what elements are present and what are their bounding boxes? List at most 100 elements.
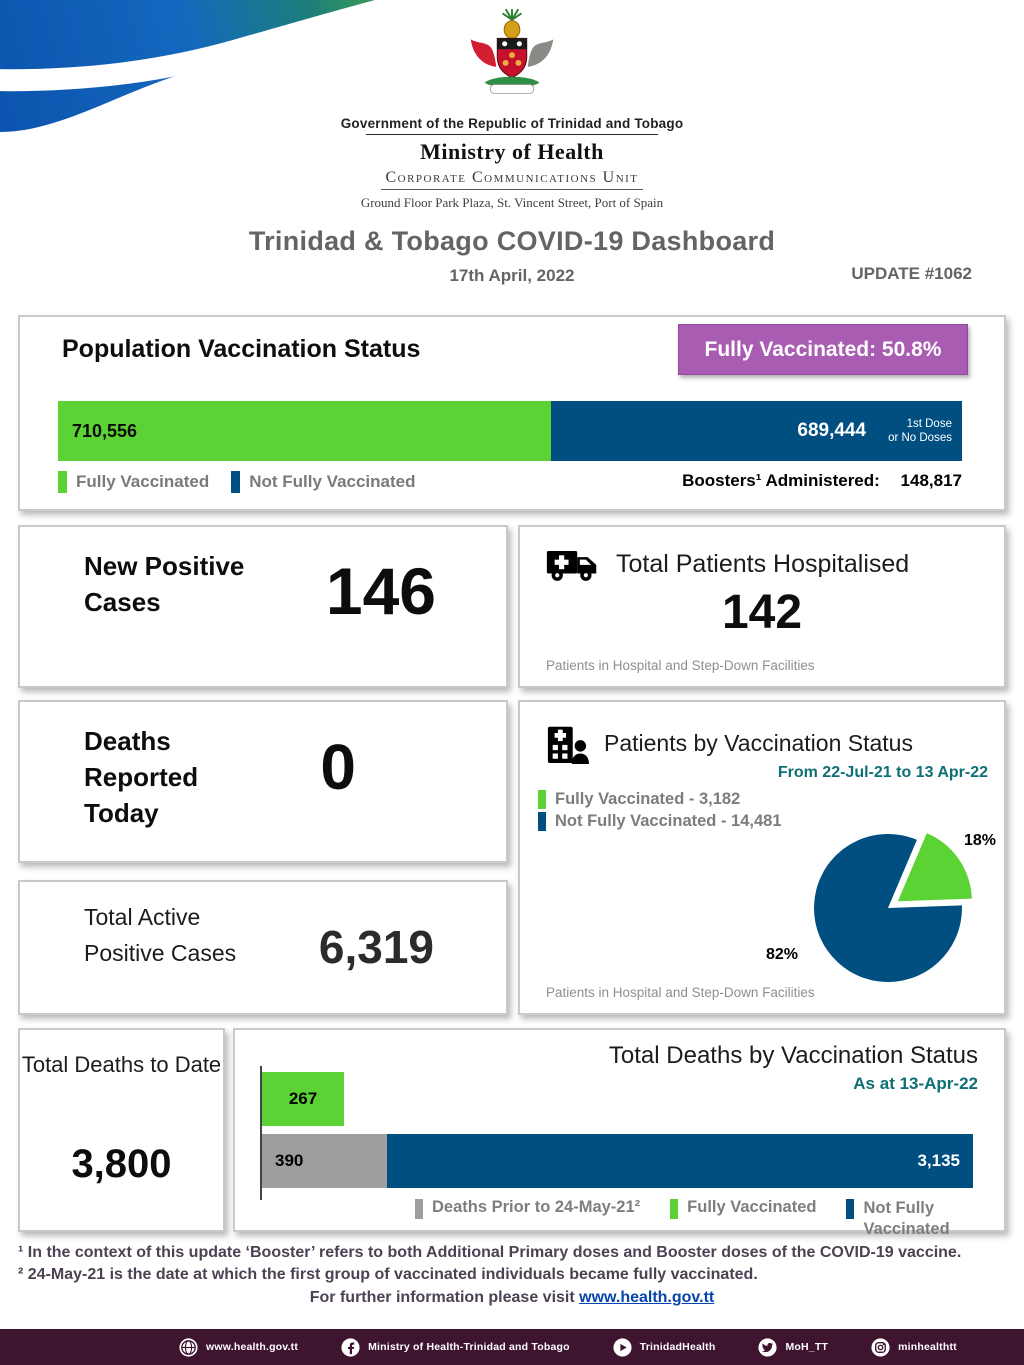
- ministry-name: Ministry of Health: [420, 139, 604, 164]
- active-cases-value: 6,319: [318, 921, 434, 973]
- twitter-icon: [758, 1337, 778, 1357]
- dashboard-title: Trinidad & Tobago COVID-19 Dashboard: [248, 226, 776, 256]
- deaths-today-card: Deaths Reported Today 0: [18, 700, 508, 863]
- health-gov-link[interactable]: www.health.gov.tt: [579, 1289, 715, 1307]
- dashboard-date: 17th April, 2022: [449, 266, 575, 285]
- globe-icon: [179, 1337, 198, 1357]
- communications-unit: Corporate Communications Unit: [385, 169, 639, 186]
- deaths-by-vaccination-card: Total Deaths by Vaccination Status As at…: [233, 1028, 1006, 1238]
- footer-facebook-label: Ministry of Health-Trinidad and Tobago: [368, 1341, 570, 1353]
- government-line: Government of the Republic of Trinidad a…: [340, 116, 684, 131]
- facebook-icon: [341, 1337, 360, 1357]
- deaths-bar-fully-value: 267: [288, 1089, 318, 1108]
- legend-green-swatch: [670, 1199, 679, 1219]
- footer-item-instagram[interactable]: minhealthtt: [870, 1337, 957, 1358]
- hospitalised-title: Total Patients Hospitalised: [616, 549, 910, 578]
- footer-item-twitter[interactable]: MoH_TT: [757, 1337, 828, 1358]
- fully-vaccinated-bar-segment: 710,556: [58, 401, 551, 461]
- active-cases-label: Total Active Positive Cases: [84, 904, 237, 966]
- masthead: Government of the Republic of Trinidad a…: [0, 6, 1024, 211]
- deaths-today-label: Deaths Reported Today: [84, 726, 199, 828]
- more-info-text: For further information please visit: [309, 1289, 580, 1307]
- fully-vaccinated-count: 710,556: [72, 420, 138, 441]
- not-fully-vaccinated-bar-segment: 689,444 1st Dose or No Doses: [550, 401, 962, 461]
- patients-by-vaccination-title: Patients by Vaccination Status: [604, 729, 913, 756]
- legend-fully-label: Fully Vaccinated: [76, 472, 210, 491]
- masthead-divider-2: [381, 189, 643, 190]
- footer-twitter-label: MoH_TT: [785, 1341, 829, 1353]
- not-fully-vaccinated-count: 689,444: [797, 420, 867, 441]
- hospitalised-note: Patients in Hospital and Step-Down Facil…: [546, 658, 815, 673]
- footer-youtube-label: TrinidadHealth: [639, 1341, 716, 1353]
- footnotes: ¹ In the context of this update ‘Booster…: [18, 1242, 1006, 1309]
- footer-item-youtube[interactable]: TrinidadHealth: [612, 1337, 716, 1358]
- footnote-1: ¹ In the context of this update ‘Booster…: [18, 1244, 962, 1261]
- boosters-administered: Boosters¹ Administered: 148,817: [682, 471, 962, 491]
- deaths-bar-not-fully-value: 3,135: [917, 1151, 960, 1170]
- deaths-today-value: 0: [320, 731, 356, 803]
- vaccination-pie-chart: 18% 82%: [766, 820, 996, 990]
- deaths-bar-fully-vaccinated: 267: [262, 1072, 344, 1126]
- hospital-patient-icon: [547, 726, 589, 764]
- legend-green-swatch: [538, 790, 546, 809]
- population-vaccination-card: Population Vaccination Status Fully Vacc…: [18, 315, 1006, 511]
- deaths-bar-not-fully-segment: 3,135: [387, 1134, 973, 1188]
- total-deaths-value: 3,800: [71, 1142, 172, 1186]
- ministry-address: Ground Floor Park Plaza, St. Vincent Str…: [360, 195, 664, 210]
- footnote-2: ² 24-May-21 is the date at which the fir…: [18, 1266, 758, 1284]
- wave-decoration: [0, 0, 455, 132]
- vaccination-stacked-bar: 710,556 689,444 1st Dose or No Doses: [58, 401, 962, 461]
- youtube-icon: [613, 1337, 632, 1357]
- pie-chart-svg: [813, 833, 972, 982]
- deaths-chart-axis: [260, 1066, 262, 1200]
- deaths-bar-stacked: 390 3,135: [262, 1134, 973, 1188]
- vaccination-legend: Fully Vaccinated Not Fully Vaccinated: [58, 471, 416, 493]
- legend-blue-swatch: [846, 1199, 855, 1219]
- legend-blue-swatch: [231, 471, 241, 493]
- footer-website-label: www.health.gov.tt: [206, 1341, 299, 1353]
- patients-by-vaccination-period: From 22-Jul-21 to 13 Apr-22: [777, 764, 988, 781]
- legend-prior-label: Deaths Prior to 24-May-21²: [432, 1198, 641, 1216]
- patients-by-vaccination-note: Patients in Hospital and Step-Down Facil…: [546, 985, 815, 1000]
- patients-by-vaccination-legend: Fully Vaccinated - 3,182 Not Fully Vacci…: [538, 790, 782, 834]
- footer-item-facebook[interactable]: Ministry of Health-Trinidad and Tobago: [340, 1337, 570, 1358]
- legend-blue-swatch: [538, 812, 546, 831]
- footer-instagram-label: minhealthtt: [898, 1341, 957, 1353]
- deaths-chart-asat: As at 13-Apr-22: [853, 1074, 978, 1093]
- footer-item-website[interactable]: www.health.gov.tt: [178, 1337, 298, 1358]
- footer-social-bar: www.health.gov.tt Ministry of Health-Tri…: [0, 1329, 1024, 1365]
- legend-green-swatch: [58, 471, 67, 493]
- title-bar: Trinidad & Tobago COVID-19 Dashboard 17t…: [0, 226, 1024, 286]
- dose-note: 1st Dose or No Doses: [888, 417, 952, 444]
- legend-not-fully-label: Not Fully Vaccinated: [249, 472, 416, 491]
- population-vaccination-title: Population Vaccination Status: [62, 335, 421, 363]
- boosters-label: Boosters¹ Administered:: [682, 471, 880, 490]
- pie-not-fully-percent: 82%: [766, 946, 799, 963]
- new-positive-cases-card: New Positive Cases 146: [18, 525, 508, 688]
- new-positive-cases-label: New Positive Cases: [84, 551, 245, 617]
- active-cases-card: Total Active Positive Cases 6,319: [18, 880, 508, 1015]
- pie-fully-percent: 18%: [963, 832, 996, 849]
- hospitalised-card: Total Patients Hospitalised 142 Patients…: [518, 525, 1006, 688]
- legend-not-fully-count: Not Fully Vaccinated - 14,481: [555, 812, 782, 830]
- hospitalised-value: 142: [721, 586, 803, 639]
- new-positive-cases-value: 146: [325, 554, 436, 628]
- legend-fully-count: Fully Vaccinated - 3,182: [555, 790, 741, 808]
- ambulance-icon: [546, 551, 597, 581]
- patients-by-vaccination-card: Patients by Vaccination Status From 22-J…: [518, 700, 1006, 1015]
- total-deaths-label: Total Deaths to Date: [21, 1052, 222, 1077]
- deaths-chart-legend: Deaths Prior to 24-May-21² Fully Vaccina…: [415, 1198, 998, 1239]
- update-number: UPDATE #1062: [851, 264, 972, 283]
- total-deaths-card: Total Deaths to Date 3,800: [18, 1028, 225, 1232]
- boosters-value: 148,817: [900, 471, 962, 490]
- fully-vaccinated-badge: Fully Vaccinated: 50.8%: [678, 324, 968, 375]
- instagram-icon: [871, 1337, 890, 1357]
- legend-gray-swatch: [415, 1199, 423, 1219]
- deaths-bar-prior-segment: 390: [262, 1134, 387, 1188]
- masthead-divider-1: [366, 134, 658, 135]
- legend-not-fully-label: Not Fully Vaccinated: [863, 1199, 950, 1238]
- legend-fully-label: Fully Vaccinated: [687, 1198, 817, 1216]
- deaths-chart-title: Total Deaths by Vaccination Status: [608, 1042, 978, 1069]
- coat-of-arms: [470, 8, 554, 94]
- deaths-bar-prior-value: 390: [275, 1151, 304, 1170]
